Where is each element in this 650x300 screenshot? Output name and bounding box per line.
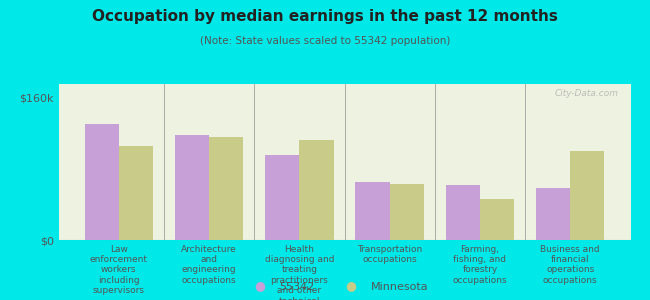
Bar [265,155,300,240]
Text: Transportation
occupations: Transportation occupations [357,244,422,264]
Text: Business and
financial
operations
occupations: Business and financial operations occupa… [540,244,600,285]
Text: Health
diagnosing and
treating
practitioners
and other
technical
occupations: Health diagnosing and treating practitio… [265,244,334,300]
Bar [300,140,333,240]
Text: City-Data.com: City-Data.com [555,89,619,98]
Bar [446,185,480,240]
Bar [480,199,514,240]
Bar [389,184,424,240]
Bar [119,146,153,240]
Text: Occupation by median earnings in the past 12 months: Occupation by median earnings in the pas… [92,9,558,24]
Bar [356,182,389,240]
Text: 55342: 55342 [280,283,315,292]
Text: ●: ● [255,280,265,292]
Bar [175,135,209,240]
Bar [209,136,243,240]
Text: Minnesota: Minnesota [370,283,428,292]
Text: (Note: State values scaled to 55342 population): (Note: State values scaled to 55342 popu… [200,36,450,46]
Bar [536,188,570,240]
Text: Law
enforcement
workers
including
supervisors: Law enforcement workers including superv… [90,244,148,295]
Text: Architecture
and
engineering
occupations: Architecture and engineering occupations [181,244,237,285]
Text: ●: ● [346,280,356,292]
Bar [570,151,604,240]
Text: Farming,
fishing, and
forestry
occupations: Farming, fishing, and forestry occupatio… [452,244,507,285]
Bar [84,124,119,240]
